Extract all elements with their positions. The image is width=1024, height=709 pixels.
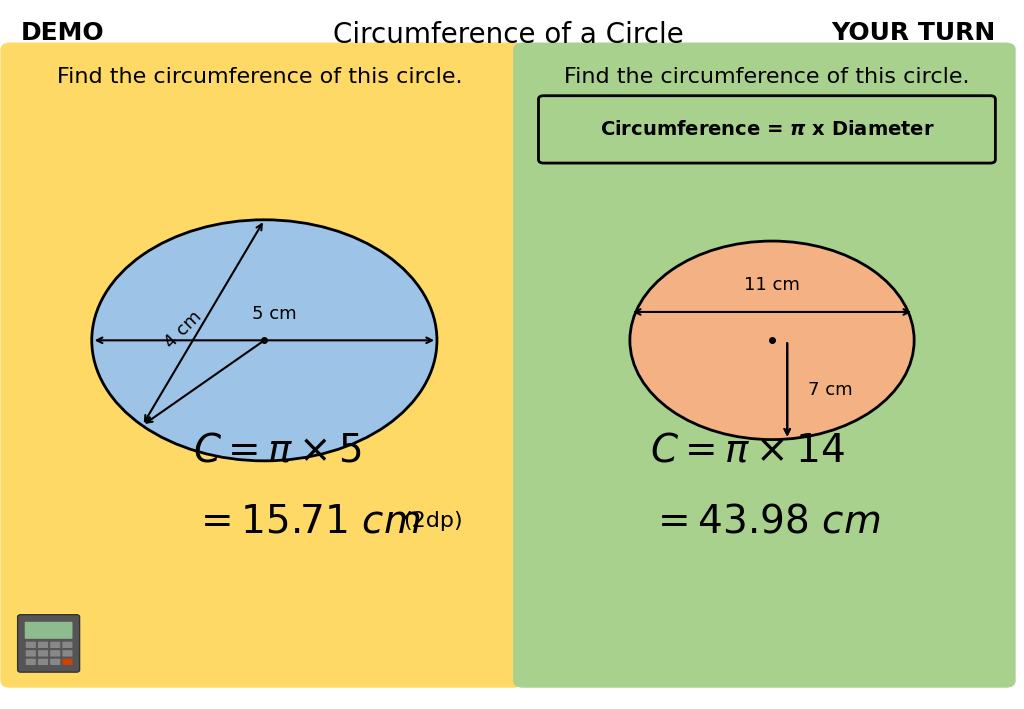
Text: Circumference = $\boldsymbol{\pi}$ x Diameter: Circumference = $\boldsymbol{\pi}$ x Dia… — [599, 120, 934, 138]
Text: $= 15.71\ \mathit{cm}$: $= 15.71\ \mathit{cm}$ — [194, 502, 421, 540]
Text: $\mathit{C} = \pi \times 14$: $\mathit{C} = \pi \times 14$ — [650, 431, 846, 469]
FancyBboxPatch shape — [17, 615, 80, 672]
Text: 11 cm: 11 cm — [744, 277, 800, 294]
Text: 5 cm: 5 cm — [252, 305, 297, 323]
FancyBboxPatch shape — [50, 642, 60, 648]
FancyBboxPatch shape — [513, 43, 1016, 688]
Text: Find the circumference of this circle.: Find the circumference of this circle. — [56, 67, 462, 87]
FancyBboxPatch shape — [50, 659, 60, 665]
Text: $= 43.98\ \mathit{cm}$: $= 43.98\ \mathit{cm}$ — [650, 502, 881, 540]
Text: Circumference of a Circle: Circumference of a Circle — [333, 21, 683, 49]
Circle shape — [92, 220, 437, 461]
Text: 7 cm: 7 cm — [808, 381, 852, 399]
FancyBboxPatch shape — [62, 642, 73, 648]
FancyBboxPatch shape — [38, 650, 48, 657]
Text: YOUR TURN: YOUR TURN — [831, 21, 995, 45]
FancyBboxPatch shape — [62, 659, 73, 665]
FancyBboxPatch shape — [38, 659, 48, 665]
FancyBboxPatch shape — [38, 642, 48, 648]
FancyBboxPatch shape — [0, 43, 523, 688]
Text: $\mathit{C} = \pi \times 5$: $\mathit{C} = \pi \times 5$ — [194, 431, 362, 469]
FancyBboxPatch shape — [26, 659, 36, 665]
FancyBboxPatch shape — [26, 642, 36, 648]
Text: DEMO: DEMO — [20, 21, 104, 45]
FancyBboxPatch shape — [50, 650, 60, 657]
FancyBboxPatch shape — [25, 622, 73, 639]
Circle shape — [630, 241, 914, 440]
Text: Find the circumference of this circle.: Find the circumference of this circle. — [564, 67, 970, 87]
FancyBboxPatch shape — [539, 96, 995, 163]
FancyBboxPatch shape — [62, 650, 73, 657]
Text: 4 cm: 4 cm — [161, 308, 205, 352]
Text: (2dp): (2dp) — [402, 511, 463, 531]
FancyBboxPatch shape — [26, 650, 36, 657]
